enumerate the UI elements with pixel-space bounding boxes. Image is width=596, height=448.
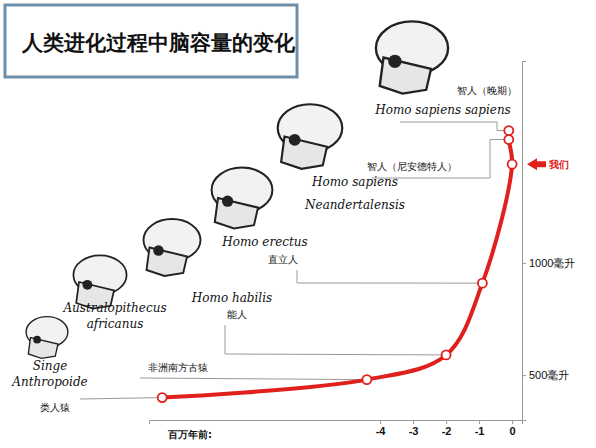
skull-icon <box>144 219 201 276</box>
leader-line <box>372 140 509 178</box>
x-tick-mark <box>446 420 447 424</box>
skull-icon <box>212 168 273 229</box>
data-point <box>504 135 513 144</box>
species-latin: Homo sapiens <box>311 175 398 189</box>
leader-line <box>225 325 446 355</box>
species-latin: africanus <box>87 317 144 331</box>
we-label: 我们 <box>548 159 569 170</box>
x-axis-label: 百万年前: <box>167 429 212 440</box>
skull-face <box>28 338 58 359</box>
species-chinese: 非洲南方古猿 <box>148 362 208 373</box>
species-latin: Homo sapiens sapiens <box>374 103 511 117</box>
species-chinese: 直立人 <box>268 254 298 265</box>
species-latin: Anthropoide <box>11 375 87 389</box>
species-latin: Neandertalensis <box>304 198 405 212</box>
species-latin: Homo habilis <box>191 291 272 305</box>
skull-eye <box>83 280 93 290</box>
data-line <box>162 131 512 398</box>
species-chinese: 智人（尼安德特人） <box>367 161 457 172</box>
skull-face <box>147 248 188 277</box>
chart: 人类进化过程中脑容量的变化 -4 -3 -2 -1 0 百万年前: 500毫升 1000毫升 Si… <box>0 0 596 448</box>
skull-face <box>281 137 327 169</box>
skull-icon <box>26 317 68 359</box>
y-tick-mark <box>522 375 526 376</box>
species-chinese: 智人（晚期） <box>457 85 517 96</box>
title: 人类进化过程中脑容量的变化 <box>21 31 296 55</box>
title-box <box>5 5 297 77</box>
data-point <box>504 126 513 135</box>
x-tick-mark <box>512 420 513 424</box>
x-tick-label: 0 <box>510 425 516 437</box>
x-tick: 0 <box>510 420 516 437</box>
x-tick-mark <box>380 420 381 424</box>
species-chinese: 能人 <box>227 309 247 320</box>
x-tick: -1 <box>475 420 485 437</box>
data-point <box>158 393 167 402</box>
we-arrow <box>527 158 546 170</box>
y-tick: 1000毫升 <box>522 257 575 269</box>
x-tick: -3 <box>409 420 419 437</box>
x-tick-mark <box>479 420 480 424</box>
data-point <box>442 350 451 359</box>
x-tick-mark <box>413 420 414 424</box>
x-axis-line <box>150 421 523 425</box>
x-tick: -2 <box>442 420 452 437</box>
data-point <box>508 160 517 169</box>
data-point <box>478 279 487 288</box>
data-point <box>362 375 371 384</box>
skull-face <box>380 58 431 94</box>
skull-icon <box>376 21 448 93</box>
species-latin: Homo erectus <box>221 235 307 249</box>
y-axis: 500毫升 1000毫升 <box>522 62 575 421</box>
leader-line <box>140 378 367 380</box>
x-tick-label: -4 <box>376 425 387 437</box>
plot-area <box>158 126 517 402</box>
x-tick-label: -2 <box>442 425 452 437</box>
skull-icon <box>278 104 343 169</box>
skull-eye <box>33 336 41 344</box>
species-latin: Singe <box>33 359 68 373</box>
x-tick-label: -1 <box>475 425 485 437</box>
x-tick-label: -3 <box>409 425 419 437</box>
skull-eye <box>388 55 401 68</box>
skull-eye <box>222 196 233 207</box>
y-axis-line <box>523 62 527 421</box>
y-tick-label: 1000毫升 <box>529 257 575 269</box>
leader-line <box>80 398 162 399</box>
leader-line <box>400 122 509 131</box>
y-tick-label: 500毫升 <box>529 369 569 381</box>
skull-face <box>215 198 258 228</box>
leader-line <box>297 270 482 283</box>
species-latin: Australopithecus <box>62 301 166 315</box>
y-tick: 500毫升 <box>522 369 569 381</box>
species-chinese: 类人猿 <box>40 402 70 413</box>
skull-eye <box>289 134 301 146</box>
skull-eye <box>153 245 164 256</box>
y-tick-mark <box>522 263 526 264</box>
x-tick: -4 <box>376 420 387 437</box>
